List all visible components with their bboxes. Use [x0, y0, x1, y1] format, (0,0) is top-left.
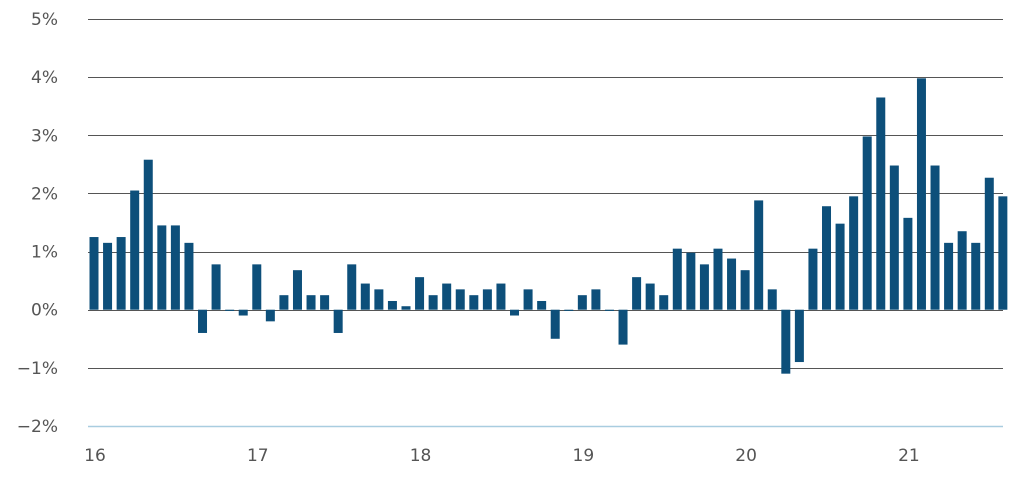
y-tick-label: −2% — [17, 417, 58, 437]
bar — [523, 289, 533, 310]
bar — [306, 295, 316, 310]
bar — [170, 225, 180, 310]
y-tick-label: −1% — [17, 359, 58, 379]
bar — [686, 252, 696, 310]
bar — [455, 289, 465, 310]
bar — [930, 165, 940, 310]
y-tick-label: 1% — [31, 243, 58, 263]
bar — [130, 190, 140, 310]
bar — [727, 258, 737, 310]
bar — [238, 309, 248, 316]
bar — [808, 248, 818, 310]
bar — [347, 264, 357, 310]
bar — [659, 295, 669, 310]
bars — [89, 78, 1008, 374]
x-tick-label: 16 — [84, 446, 106, 466]
bar — [537, 300, 547, 310]
bar — [604, 309, 614, 311]
bar — [971, 242, 981, 310]
bar — [944, 242, 954, 310]
bar — [835, 223, 845, 310]
bar — [632, 277, 642, 310]
bar — [591, 289, 601, 310]
bar — [672, 248, 682, 310]
bar — [333, 309, 343, 333]
y-axis-labels: 5% 4% 3% 2% 1% 0% −1% −2% — [17, 10, 58, 437]
bar — [984, 177, 994, 310]
y-tick-label: 0% — [31, 301, 58, 321]
bar — [618, 309, 628, 345]
bar — [713, 248, 723, 310]
x-tick-label: 18 — [410, 446, 432, 466]
bar — [143, 159, 153, 310]
bar — [225, 309, 235, 311]
bar — [754, 200, 764, 310]
bar — [482, 289, 492, 310]
bar — [320, 295, 330, 310]
y-tick-label: 5% — [31, 10, 58, 30]
bar — [360, 283, 370, 310]
bar — [428, 295, 438, 310]
bar — [292, 270, 302, 310]
bar — [415, 277, 425, 310]
x-tick-label: 21 — [898, 446, 920, 466]
bar — [510, 309, 520, 316]
y-tick-label: 4% — [31, 68, 58, 88]
bar — [550, 309, 560, 339]
bar — [889, 165, 899, 310]
bar — [998, 196, 1008, 310]
bar — [781, 309, 791, 374]
bar — [916, 78, 926, 310]
bar — [103, 242, 113, 310]
x-tick-label: 17 — [247, 446, 269, 466]
bar — [876, 97, 886, 310]
bar — [822, 206, 832, 310]
x-tick-label: 20 — [735, 446, 757, 466]
y-tick-label: 3% — [31, 126, 58, 146]
bar — [265, 309, 275, 322]
bar — [374, 289, 384, 310]
bar — [211, 264, 221, 310]
bar — [699, 264, 709, 310]
bar — [469, 295, 479, 310]
bar — [89, 237, 99, 310]
y-tick-label: 2% — [31, 184, 58, 204]
bar — [862, 136, 872, 310]
bar — [957, 231, 967, 310]
bar — [198, 309, 208, 333]
bar — [577, 295, 587, 310]
bar — [401, 306, 411, 310]
bar — [442, 283, 452, 310]
bar — [116, 237, 126, 310]
bar — [740, 270, 750, 310]
bar — [157, 225, 167, 310]
bar — [767, 289, 777, 310]
bar — [903, 217, 913, 310]
bar — [279, 295, 289, 310]
x-tick-label: 19 — [573, 446, 595, 466]
bar — [794, 309, 804, 363]
bar — [252, 264, 262, 310]
bar — [849, 196, 859, 310]
bar — [564, 309, 574, 311]
bar — [387, 300, 397, 310]
bar — [645, 283, 655, 310]
x-axis-labels: 16 17 18 19 20 21 — [84, 446, 920, 466]
bar — [184, 242, 194, 310]
bar — [496, 283, 506, 310]
